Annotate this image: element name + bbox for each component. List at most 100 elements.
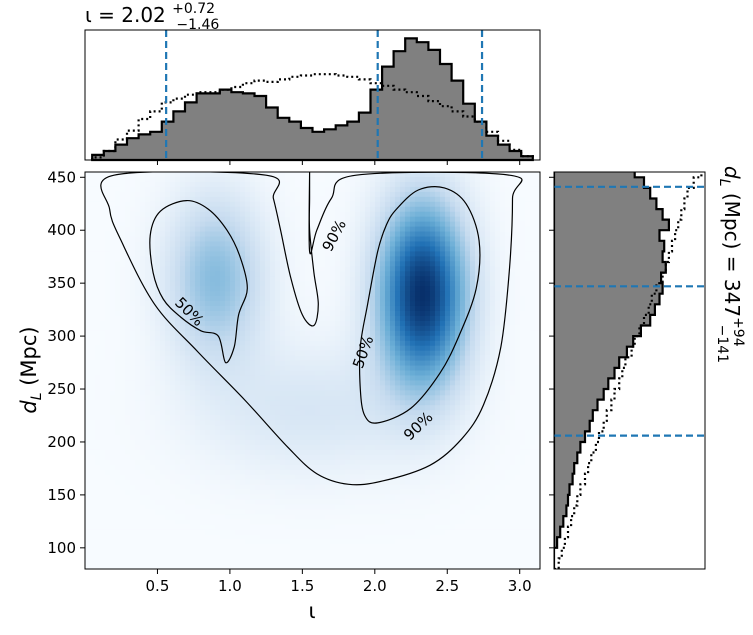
heatmap-cell xyxy=(255,271,261,277)
heatmap-cell xyxy=(145,489,151,496)
heatmap-cell xyxy=(370,296,376,302)
heatmap-cell xyxy=(220,281,226,287)
heatmap-cell xyxy=(345,216,351,223)
heatmap-cell xyxy=(165,266,171,272)
heatmap-cell xyxy=(230,435,236,441)
heatmap-cell xyxy=(370,380,376,386)
heatmap-cell xyxy=(355,370,361,377)
heatmap-cell xyxy=(330,281,336,287)
heatmap-cell xyxy=(280,310,286,317)
heatmap-cell xyxy=(350,236,356,243)
heatmap-cell xyxy=(335,201,341,208)
heatmap-cell xyxy=(310,296,316,302)
heatmap-cell xyxy=(275,221,281,228)
heatmap-cell xyxy=(95,251,101,257)
heatmap-cell xyxy=(180,559,186,565)
heatmap-cell xyxy=(300,350,306,357)
heatmap-cell xyxy=(355,261,361,267)
heatmap-cell xyxy=(300,554,306,560)
heatmap-cell xyxy=(270,549,276,555)
heatmap-cell xyxy=(285,435,291,441)
heatmap-cell xyxy=(355,489,361,496)
heatmap-cell xyxy=(260,484,266,491)
heatmap-cell xyxy=(240,484,246,491)
heatmap-cell xyxy=(360,504,366,511)
heatmap-cell xyxy=(300,181,306,188)
heatmap-cell xyxy=(100,464,106,471)
heatmap-cell xyxy=(235,241,241,248)
heatmap-cell xyxy=(385,191,391,198)
heatmap-cell xyxy=(135,564,141,569)
heatmap-cell xyxy=(115,549,121,555)
heatmap-cell xyxy=(105,539,111,545)
heatmap-cell xyxy=(95,236,101,243)
heatmap-cell xyxy=(390,439,396,446)
heatmap-cell xyxy=(100,449,106,456)
heatmap-cell xyxy=(105,186,111,193)
heatmap-cell xyxy=(215,454,221,461)
heatmap-cell xyxy=(275,325,281,332)
heatmap-cell xyxy=(300,271,306,277)
heatmap-cell xyxy=(380,524,386,530)
heatmap-cell xyxy=(230,509,236,516)
heatmap-cell xyxy=(250,211,256,218)
heatmap-cell xyxy=(150,539,156,545)
heatmap-cell xyxy=(275,305,281,312)
heatmap-cell xyxy=(290,454,296,461)
heatmap-cell xyxy=(150,469,156,476)
heatmap-cell xyxy=(350,519,356,525)
heatmap-cell xyxy=(240,559,246,565)
heatmap-cell xyxy=(95,186,101,193)
heatmap-cell xyxy=(325,400,331,406)
heatmap-cell xyxy=(160,231,166,238)
heatmap-cell xyxy=(310,539,316,545)
heatmap-cell xyxy=(390,430,396,436)
heatmap-cell xyxy=(335,310,341,317)
heatmap-cell xyxy=(355,524,361,530)
heatmap-cell xyxy=(235,459,241,466)
heatmap-cell xyxy=(375,529,381,535)
heatmap-cell xyxy=(295,494,301,501)
heatmap-cell xyxy=(195,390,201,396)
heatmap-cell xyxy=(280,519,286,525)
heatmap-cell xyxy=(140,415,146,421)
heatmap-cell xyxy=(360,395,366,401)
heatmap-cell xyxy=(140,201,146,208)
heatmap-cell xyxy=(105,524,111,530)
heatmap-cell xyxy=(155,420,161,426)
heatmap-cell xyxy=(270,256,276,262)
heatmap-cell xyxy=(145,400,151,406)
heatmap-cell xyxy=(125,221,131,228)
heatmap-cell xyxy=(125,206,131,213)
heatmap-cell xyxy=(250,564,256,569)
heatmap-cell xyxy=(245,296,251,302)
heatmap-cell xyxy=(100,286,106,292)
heatmap-cell xyxy=(340,286,346,292)
heatmap-cell xyxy=(315,539,321,545)
heatmap-cell xyxy=(90,345,96,352)
heatmap-cell xyxy=(360,241,366,248)
heatmap-cell xyxy=(215,385,221,391)
heatmap-cell xyxy=(290,544,296,550)
heatmap-cell xyxy=(335,390,341,396)
heatmap-cell xyxy=(225,256,231,262)
heatmap-cell xyxy=(245,305,251,312)
heatmap-cell xyxy=(230,186,236,193)
heatmap-cell xyxy=(125,296,131,302)
heatmap-cell xyxy=(95,221,101,228)
heatmap-cell xyxy=(100,395,106,401)
heatmap-cell xyxy=(335,256,341,262)
heatmap-cell xyxy=(110,181,116,188)
heatmap-cell xyxy=(300,216,306,223)
heatmap-cell xyxy=(150,519,156,525)
heatmap-cell xyxy=(145,494,151,501)
heatmap-cell xyxy=(185,400,191,406)
heatmap-cell xyxy=(160,474,166,481)
heatmap-cell xyxy=(275,489,281,496)
heatmap-cell xyxy=(320,340,326,347)
heatmap-cell xyxy=(275,425,281,431)
heatmap-cell xyxy=(300,172,306,178)
heatmap-cell xyxy=(310,320,316,327)
heatmap-cell xyxy=(365,509,371,516)
heatmap-cell xyxy=(240,226,246,233)
